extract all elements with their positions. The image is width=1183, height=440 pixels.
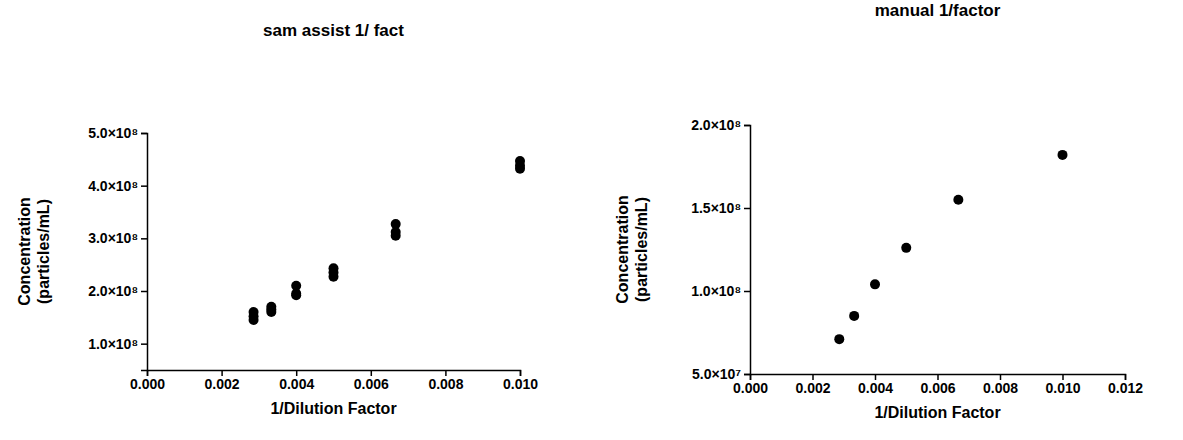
point	[849, 311, 859, 321]
point	[291, 281, 301, 291]
y-tick-mark	[141, 291, 147, 293]
x-axis: 0.000 0.002 0.004 0.006 0.008 0.010 0.012	[733, 374, 1143, 396]
y-tick: 4.0×10⁸	[88, 178, 147, 194]
y-tick-mark	[141, 185, 147, 187]
x-tick-label: 0.008	[983, 380, 1018, 396]
point	[249, 307, 259, 317]
x-tick: 0.006	[920, 374, 955, 396]
x-tick-label: 0.004	[858, 380, 893, 396]
y-tick-mark	[744, 208, 750, 210]
title: manual 1/factor	[875, 1, 1001, 20]
y-tick-label: 2.0×10⁸	[88, 283, 138, 299]
x-tick: 0.002	[205, 370, 240, 392]
y-tick-mark	[744, 291, 750, 293]
points	[249, 156, 525, 325]
point	[901, 243, 911, 253]
y-axis-title-line: (particles/mL)	[633, 197, 650, 302]
x-tick-label: 0.002	[795, 380, 830, 396]
y-tick-mark	[744, 125, 750, 127]
point	[953, 195, 963, 205]
point	[329, 263, 339, 273]
y-tick-label: 1.5×10⁸	[691, 200, 741, 216]
x-tick-label: 0.000	[733, 380, 768, 396]
chart: sam assist 1/ fact0.0000.0020.0040.0060.…	[16, 21, 538, 417]
x-tick-label: 0.006	[920, 380, 955, 396]
x-axis-title: 1/Dilution Factor	[270, 400, 396, 417]
title: sam assist 1/ fact	[263, 21, 404, 40]
x-tick-label: 0.010	[503, 376, 538, 392]
x-tick: 0.002	[795, 374, 830, 396]
y-axis-title-line: Concentration	[614, 195, 631, 303]
y-tick-label: 5.0×10⁷	[692, 366, 741, 382]
y-tick: 2.0×10⁸	[691, 117, 750, 133]
x-tick: 0.006	[354, 370, 389, 392]
y-tick: 3.0×10⁸	[88, 230, 147, 246]
x-axis-title: 1/Dilution Factor	[874, 404, 1000, 421]
y-axis-line	[744, 126, 751, 375]
chart: manual 1/factor 0.000 0.002 0.004 0.006 0.008…	[614, 1, 1143, 421]
y-tick-mark	[141, 238, 147, 240]
x-tick-label: 0.006	[354, 376, 389, 392]
x-tick: 0.008	[983, 374, 1018, 396]
y-tick-label: 3.0×10⁸	[88, 230, 138, 246]
x-axis: 0.000 0.002 0.004 0.006 0.008 0.010	[130, 370, 538, 392]
x-tick: 0.010	[503, 370, 538, 392]
y-tick-label: 1.0×10⁸	[691, 283, 741, 299]
y-tick-mark	[141, 133, 147, 135]
x-axis-line	[148, 371, 521, 377]
y-tick: 1.0×10⁸	[88, 336, 147, 352]
x-tick: 0.004	[858, 374, 893, 396]
points	[834, 150, 1067, 344]
x-tick-label: 0.012	[1108, 380, 1143, 396]
point	[391, 219, 401, 229]
y-axis-line	[141, 134, 148, 371]
x-tick-label: 0.004	[279, 376, 314, 392]
point	[266, 302, 276, 312]
y-axis-title: Concentration(particles/mL)	[614, 195, 650, 303]
x-tick: 0.004	[279, 370, 314, 392]
x-tick-label: 0.000	[130, 376, 165, 392]
x-tick-label: 0.008	[428, 376, 463, 392]
y-axis-title-line: Concentration	[16, 197, 33, 305]
point	[834, 334, 844, 344]
y-axis-title-line: (particles/mL)	[35, 199, 52, 304]
y-tick-label: 5.0×10⁸	[88, 125, 138, 141]
y-tick-label: 2.0×10⁸	[691, 117, 741, 133]
y-axis-title: Concentration(particles/mL)	[16, 197, 52, 305]
y-tick-label: 4.0×10⁸	[88, 178, 138, 194]
y-tick: 1.5×10⁸	[691, 200, 750, 216]
y-tick: 5.0×10⁸	[88, 125, 147, 141]
point	[515, 156, 525, 166]
x-tick-label: 0.002	[205, 376, 240, 392]
x-tick: 0.000	[130, 370, 165, 392]
y-tick: 5.0×10⁷	[692, 366, 750, 382]
point	[1058, 150, 1068, 160]
y-tick-mark	[744, 374, 750, 376]
x-tick: 0.008	[428, 370, 463, 392]
point	[870, 279, 880, 289]
x-tick: 0.010	[1045, 374, 1080, 396]
y-tick: 1.0×10⁸	[691, 283, 750, 299]
y-axis: 5.0×10⁷ 1.0×10⁸ 1.5×10⁸ 2.0×10⁸	[691, 117, 750, 382]
y-tick-mark	[141, 343, 147, 345]
y-axis: 1.0×10⁸ 2.0×10⁸ 3.0×10⁸ 4.0×10⁸ 5.0×10⁸	[88, 125, 147, 371]
y-tick: 2.0×10⁸	[88, 283, 147, 299]
figure: sam assist 1/ fact0.0000.0020.0040.0060.…	[0, 0, 1183, 440]
x-tick: 0.012	[1108, 374, 1143, 396]
x-tick-label: 0.010	[1045, 380, 1080, 396]
y-tick-label: 1.0×10⁸	[88, 336, 138, 352]
